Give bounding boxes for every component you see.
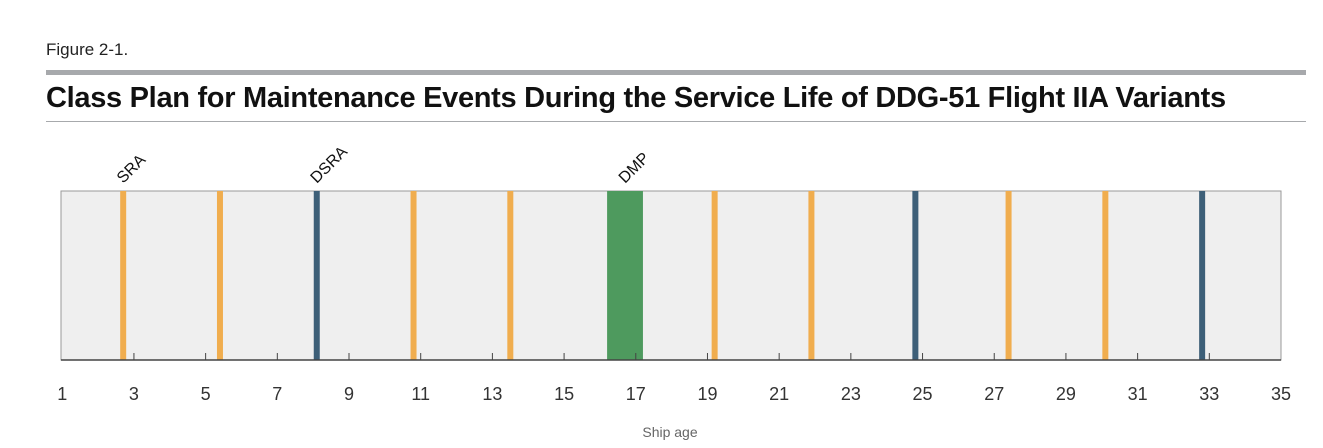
x-axis-label: Ship age <box>642 424 697 440</box>
event-label-sra: SRA <box>114 151 150 187</box>
event-sra-bar-10 <box>1005 191 1012 360</box>
x-tick-label-1: 1 <box>57 384 67 404</box>
x-tick-label-29: 29 <box>1056 384 1076 404</box>
event-sra-bar-11 <box>1102 191 1109 360</box>
x-tick-label-5: 5 <box>201 384 211 404</box>
event-label-dmp: DMP <box>616 150 653 187</box>
x-tick-label-11: 11 <box>411 384 430 404</box>
x-tick-label-27: 27 <box>984 384 1004 404</box>
event-sra-bar-8 <box>808 191 815 360</box>
x-tick-label-13: 13 <box>482 384 502 404</box>
event-dmp-bar <box>607 191 643 360</box>
x-tick-label-15: 15 <box>554 384 574 404</box>
event-dsra-bar-12 <box>1199 191 1206 360</box>
figure-label: Figure 2-1. <box>46 40 129 59</box>
event-sra-bar-4 <box>410 191 417 360</box>
x-tick-label-19: 19 <box>697 384 717 404</box>
x-tick-label-3: 3 <box>129 384 139 404</box>
event-dsra-bar-9 <box>912 191 919 360</box>
x-tick-label-9: 9 <box>344 384 354 404</box>
event-dsra-bar-3 <box>313 191 320 360</box>
x-tick-label-33: 33 <box>1199 384 1219 404</box>
plot-background <box>60 190 1282 361</box>
event-sra-bar-1 <box>120 191 127 360</box>
top-rule <box>46 70 1306 75</box>
x-tick-label-25: 25 <box>913 384 933 404</box>
event-sra-bar-2 <box>216 191 223 360</box>
chart-title: Class Plan for Maintenance Events During… <box>46 82 1226 114</box>
x-tick-label-17: 17 <box>626 384 646 404</box>
x-tick-label-7: 7 <box>272 384 282 404</box>
x-tick-label-23: 23 <box>841 384 861 404</box>
event-sra-bar-7 <box>711 191 718 360</box>
x-tick-label-35: 35 <box>1271 384 1291 404</box>
x-tick-label-21: 21 <box>769 384 789 404</box>
x-tick-label-31: 31 <box>1128 384 1148 404</box>
title-rule <box>46 121 1306 122</box>
event-label-dsra: DSRA <box>308 143 352 187</box>
event-sra-bar-5 <box>507 191 514 360</box>
